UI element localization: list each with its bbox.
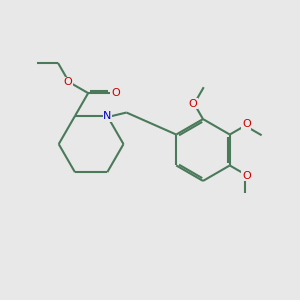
Text: N: N [103,111,112,121]
Text: O: O [242,119,250,129]
Text: O: O [111,88,120,98]
Text: O: O [242,171,250,181]
Text: O: O [188,99,197,109]
Text: O: O [63,77,72,87]
